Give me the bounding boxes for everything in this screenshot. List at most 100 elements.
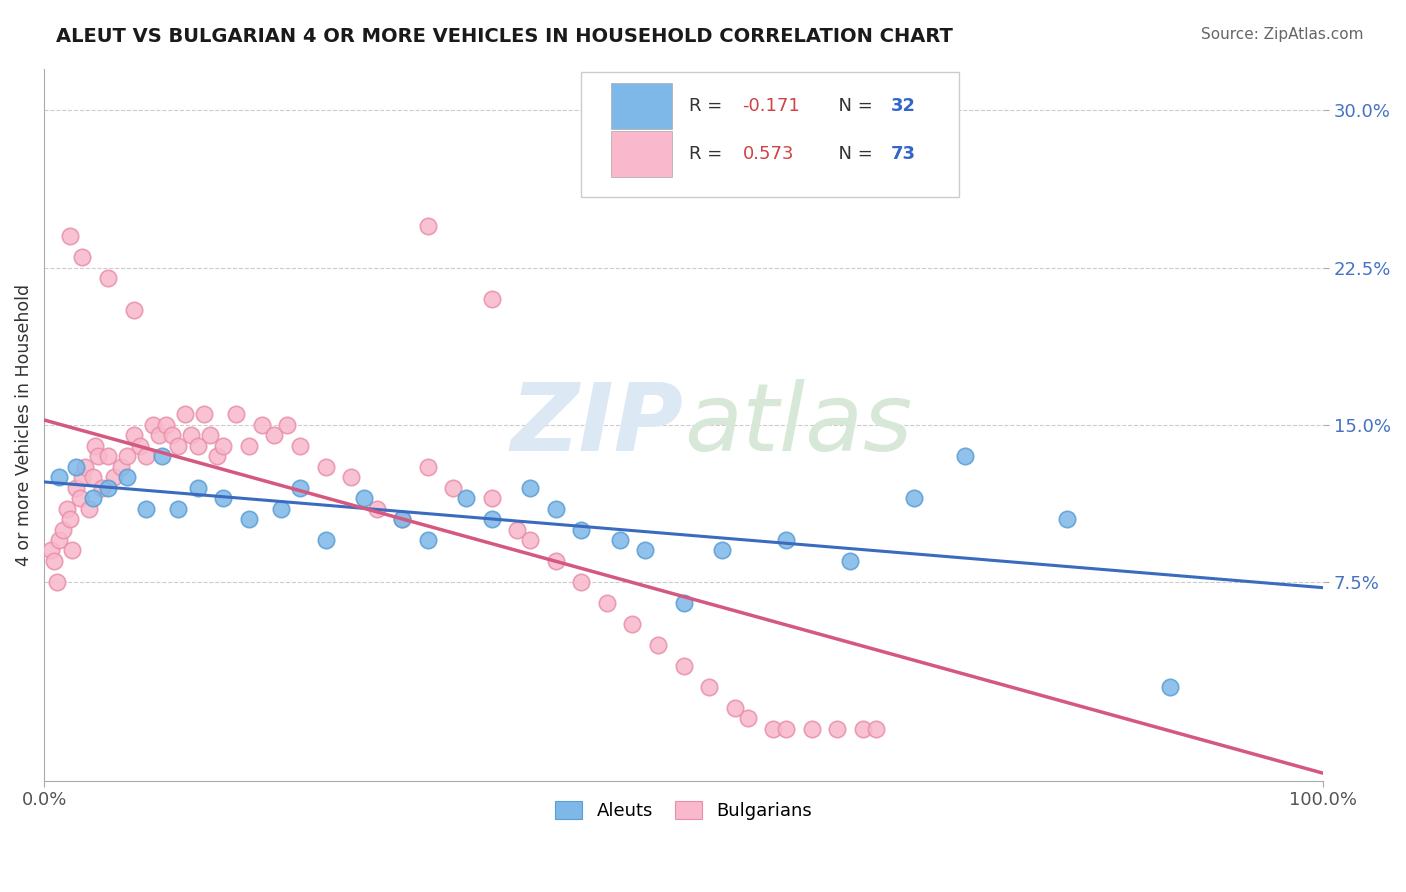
Text: ZIP: ZIP	[510, 379, 683, 471]
Point	[117, 449, 139, 463]
Point	[519, 533, 541, 547]
Point	[187, 481, 209, 495]
Text: R =: R =	[689, 145, 728, 163]
Text: 32: 32	[891, 97, 915, 115]
Point	[391, 512, 413, 526]
Point	[173, 407, 195, 421]
Point	[103, 470, 125, 484]
Text: -0.171: -0.171	[742, 97, 800, 115]
Point	[39, 543, 62, 558]
Point	[250, 417, 273, 432]
Point	[506, 523, 529, 537]
Point	[634, 543, 657, 558]
Point	[288, 439, 311, 453]
Point	[180, 428, 202, 442]
Point	[122, 428, 145, 442]
Point	[52, 523, 75, 537]
Point	[97, 449, 120, 463]
Point	[724, 700, 747, 714]
Point	[353, 491, 375, 505]
Point	[110, 459, 132, 474]
Point	[84, 439, 107, 453]
Point	[672, 658, 695, 673]
Point	[160, 428, 183, 442]
Point	[270, 501, 292, 516]
Point	[122, 302, 145, 317]
Point	[238, 439, 260, 453]
Point	[825, 722, 848, 736]
Point	[205, 449, 228, 463]
Point	[65, 481, 87, 495]
Text: atlas: atlas	[683, 379, 912, 470]
Point	[263, 428, 285, 442]
Point	[187, 439, 209, 453]
Point	[903, 491, 925, 505]
Point	[200, 428, 222, 442]
Point	[90, 481, 112, 495]
Point	[142, 417, 165, 432]
Point	[762, 722, 785, 736]
Point	[315, 459, 337, 474]
Point	[167, 439, 190, 453]
Point	[953, 449, 976, 463]
Point	[315, 533, 337, 547]
Point	[481, 512, 503, 526]
Point	[150, 449, 173, 463]
Text: 0.573: 0.573	[742, 145, 794, 163]
Point	[569, 523, 592, 537]
Point	[212, 439, 235, 453]
Point	[59, 229, 82, 244]
Point	[800, 722, 823, 736]
Point	[65, 459, 87, 474]
Point	[481, 292, 503, 306]
Point	[72, 250, 94, 264]
Point	[647, 638, 669, 652]
Point	[73, 459, 96, 474]
Point	[544, 554, 567, 568]
Point	[97, 481, 120, 495]
Point	[129, 439, 152, 453]
Point	[117, 470, 139, 484]
Point	[135, 501, 157, 516]
Point	[416, 219, 439, 233]
Point	[544, 501, 567, 516]
Point	[340, 470, 363, 484]
Y-axis label: 4 or more Vehicles in Household: 4 or more Vehicles in Household	[15, 284, 32, 566]
FancyBboxPatch shape	[610, 131, 672, 178]
Point	[97, 271, 120, 285]
Point	[416, 533, 439, 547]
Point	[775, 722, 797, 736]
Point	[82, 470, 104, 484]
Point	[672, 596, 695, 610]
FancyBboxPatch shape	[610, 83, 672, 129]
Point	[416, 459, 439, 474]
Point	[44, 554, 66, 568]
Point	[456, 491, 478, 505]
Point	[82, 491, 104, 505]
Point	[225, 407, 247, 421]
Point	[711, 543, 734, 558]
Point	[839, 554, 862, 568]
Text: 73: 73	[891, 145, 915, 163]
Point	[519, 481, 541, 495]
Point	[48, 470, 70, 484]
Point	[155, 417, 177, 432]
Point	[238, 512, 260, 526]
Point	[288, 481, 311, 495]
Text: ALEUT VS BULGARIAN 4 OR MORE VEHICLES IN HOUSEHOLD CORRELATION CHART: ALEUT VS BULGARIAN 4 OR MORE VEHICLES IN…	[56, 27, 953, 45]
Point	[276, 417, 298, 432]
Point	[1159, 680, 1181, 694]
Point	[775, 177, 797, 191]
Text: R =: R =	[689, 97, 728, 115]
Point	[45, 574, 67, 589]
Point	[60, 543, 83, 558]
Point	[391, 512, 413, 526]
Legend: Aleuts, Bulgarians: Aleuts, Bulgarians	[550, 796, 817, 825]
Point	[1056, 512, 1078, 526]
Point	[441, 481, 464, 495]
Point	[481, 491, 503, 505]
Point	[69, 491, 91, 505]
Text: N =: N =	[827, 145, 879, 163]
Point	[697, 680, 720, 694]
Point	[77, 501, 100, 516]
